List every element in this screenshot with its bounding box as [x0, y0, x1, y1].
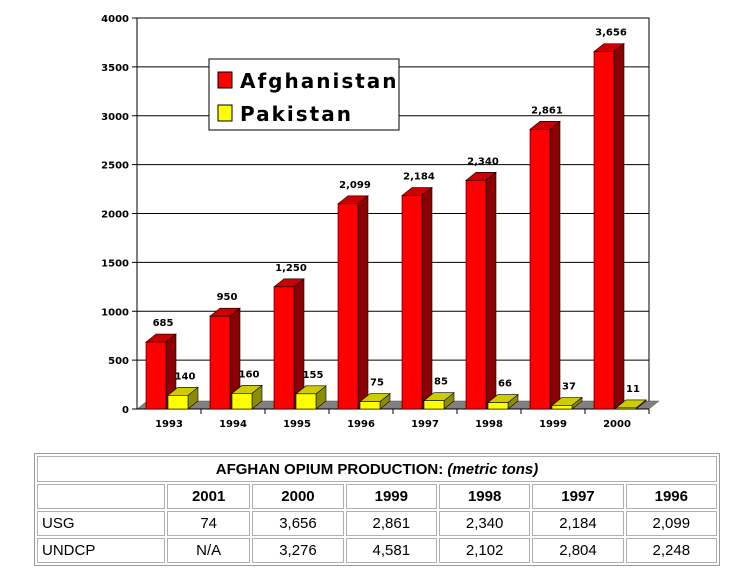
table-cell: 3,656 [252, 511, 344, 536]
bar [167, 395, 189, 410]
x-tick-label: 1997 [411, 419, 439, 430]
table-cell: 2,102 [438, 538, 531, 563]
bar [231, 393, 253, 410]
table-header-cell [37, 484, 165, 509]
bar-side [549, 120, 561, 410]
table-row-label: USG [37, 511, 165, 536]
y-tick-label: 1000 [101, 307, 129, 318]
data-label: 11 [626, 384, 640, 395]
legend-label: Pakistan [240, 102, 353, 126]
data-label: 75 [370, 378, 384, 389]
x-tick-label: 1994 [219, 419, 247, 430]
y-tick-label: 2000 [101, 210, 129, 221]
bar [209, 315, 231, 410]
x-tick-label: 1993 [155, 419, 183, 430]
bar [337, 203, 359, 410]
chart-svg: 0 500 1000 1500 2000 2500 3000 3500 4000 685 140 19… [101, 14, 660, 430]
data-label: 2,340 [467, 156, 499, 167]
table-cell: 4,581 [345, 538, 437, 563]
y-tick-label: 3500 [101, 63, 129, 74]
y-tick-label: 2500 [101, 161, 129, 172]
table-header-cell: 1999 [345, 484, 437, 509]
table-header-cell: 1996 [625, 484, 717, 509]
data-label: 2,184 [403, 172, 435, 183]
table-title-row: AFGHAN OPIUM PRODUCTION: (metric tons) [37, 456, 717, 482]
table-header-row: 2001 2000 1999 1998 1997 1996 [37, 484, 717, 509]
y-tick-label: 500 [108, 356, 129, 367]
y-tick-label: 1500 [101, 258, 129, 269]
table-header-cell: 2001 [167, 484, 251, 509]
bar [551, 405, 573, 410]
table-cell: 2,184 [532, 511, 624, 536]
data-label: 37 [562, 381, 576, 392]
x-tick-label: 2000 [603, 419, 631, 430]
bar [359, 401, 381, 410]
bar [529, 129, 551, 410]
bar-side [613, 43, 625, 410]
legend-swatch [217, 71, 233, 89]
bar-side [357, 195, 369, 410]
table-row-label: UNDCP [37, 538, 165, 563]
table-cell: 2,340 [438, 511, 531, 536]
bar [487, 402, 509, 410]
bar [145, 341, 167, 410]
x-tick-label: 1999 [539, 419, 567, 430]
table-cell: 74 [167, 511, 251, 536]
y-tick-label: 3000 [101, 112, 129, 123]
x-tick-label: 1996 [347, 419, 375, 430]
table-cell: 2,099 [625, 511, 717, 536]
x-tick-label: 1998 [475, 419, 503, 430]
x-tick-label: 1995 [283, 419, 311, 430]
y-tick-label: 4000 [101, 14, 129, 25]
bar [465, 179, 487, 410]
data-label: 2,861 [531, 105, 563, 116]
legend-swatch [217, 104, 233, 122]
data-label: 685 [153, 318, 174, 329]
table-header-cell: 1997 [532, 484, 624, 509]
data-label: 155 [303, 370, 324, 381]
bar [615, 407, 637, 410]
table-row: USG 74 3,656 2,861 2,340 2,184 2,099 [37, 511, 717, 536]
table-header-cell: 2000 [252, 484, 344, 509]
data-label: 950 [217, 292, 238, 303]
bar-side [421, 186, 433, 410]
data-label: 1,250 [275, 263, 307, 274]
table-row: UNDCP N/A 3,276 4,581 2,102 2,804 2,248 [37, 538, 717, 563]
bar [401, 195, 423, 410]
data-label: 85 [434, 377, 448, 388]
bar [423, 400, 445, 410]
data-label: 2,099 [339, 180, 371, 191]
legend-label: Afghanistan [240, 69, 399, 93]
table-cell: 3,276 [252, 538, 344, 563]
table-title: AFGHAN OPIUM PRODUCTION: (metric tons) [37, 456, 717, 482]
opium-production-table: AFGHAN OPIUM PRODUCTION: (metric tons) 2… [34, 453, 720, 566]
bar [593, 51, 615, 410]
table-header-cell: 1998 [438, 484, 531, 509]
bar [295, 393, 317, 410]
legend-box [208, 58, 400, 131]
data-label: 3,656 [595, 28, 627, 39]
data-label: 140 [175, 371, 196, 382]
bar [273, 286, 295, 410]
table-cell: 2,861 [345, 511, 437, 536]
data-label: 66 [498, 379, 512, 390]
table-cell: 2,804 [532, 538, 624, 563]
table-title-unit: (metric tons) [447, 460, 539, 478]
bar-side [485, 171, 497, 410]
table-cell: 2,248 [625, 538, 717, 563]
bar-chart: 0 500 1000 1500 2000 2500 3000 3500 4000 685 140 19… [101, 14, 660, 430]
y-tick-label: 0 [122, 405, 129, 416]
table-title-text: AFGHAN OPIUM PRODUCTION: [215, 460, 444, 478]
table-cell: N/A [167, 538, 251, 563]
data-label: 160 [239, 369, 260, 380]
